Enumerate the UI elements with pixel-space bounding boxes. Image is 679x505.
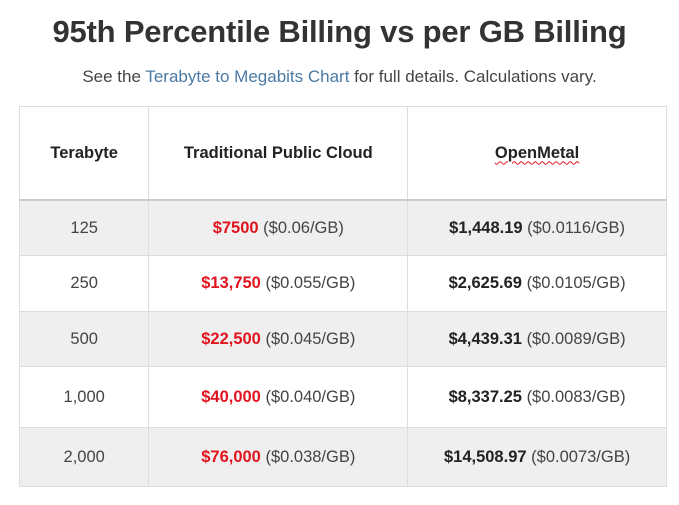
terabyte-cell: 500 — [18, 311, 150, 367]
cloud-price: $76,000 — [201, 447, 261, 466]
table-row: 2,000 $76,000 ($0.038/GB) $14,508.97 ($0… — [18, 427, 667, 487]
header-terabyte: Terabyte — [18, 106, 150, 201]
billing-comparison-table: Terabyte Traditional Public Cloud OpenMe… — [18, 106, 667, 487]
openmetal-rate: ($0.0089/GB) — [526, 329, 626, 348]
openmetal-rate: ($0.0073/GB) — [531, 447, 631, 466]
subtitle: See the Terabyte to Megabits Chart for f… — [0, 67, 679, 87]
cloud-cost-cell: $22,500 ($0.045/GB) — [148, 311, 409, 367]
cloud-rate: ($0.055/GB) — [265, 274, 356, 292]
chart-link[interactable]: Terabyte to Megabits Chart — [145, 67, 350, 86]
cloud-price: $7500 — [212, 218, 259, 237]
table-row: 1,000 $40,000 ($0.040/GB) $8,337.25 ($0.… — [18, 366, 667, 428]
cloud-cost-cell: $76,000 ($0.038/GB) — [148, 427, 409, 487]
cloud-price: $22,500 — [201, 329, 261, 348]
openmetal-cost-cell: $14,508.97 ($0.0073/GB) — [407, 427, 667, 487]
openmetal-cost-cell: $8,337.25 ($0.0083/GB) — [407, 366, 667, 428]
cloud-cost-cell: $40,000 ($0.040/GB) — [148, 366, 409, 428]
cloud-rate: ($0.040/GB) — [265, 387, 356, 406]
openmetal-price: $1,448.19 — [449, 218, 523, 237]
terabyte-cell: 1,000 — [18, 366, 150, 428]
subtitle-suffix: for full details. Calculations vary. — [349, 67, 597, 86]
page-title: 95th Percentile Billing vs per GB Billin… — [52, 14, 627, 49]
cloud-rate: ($0.06/GB) — [263, 218, 344, 237]
subtitle-prefix: See the — [82, 67, 146, 86]
openmetal-price: $4,439.31 — [448, 329, 522, 348]
openmetal-price: $14,508.97 — [443, 447, 527, 466]
cloud-rate: ($0.038/GB) — [265, 447, 356, 466]
terabyte-cell: 250 — [18, 255, 150, 312]
openmetal-price: $2,625.69 — [448, 274, 522, 292]
openmetal-rate: ($0.0083/GB) — [526, 387, 626, 406]
openmetal-cost-cell: $2,625.69 ($0.0105/GB) — [407, 255, 667, 312]
terabyte-cell: 125 — [18, 199, 150, 256]
table-header-row: Terabyte Traditional Public Cloud OpenMe… — [18, 106, 667, 201]
cloud-price: $40,000 — [201, 387, 261, 406]
table-row: 125 $7500 ($0.06/GB) $1,448.19 ($0.0116/… — [18, 199, 667, 256]
terabyte-cell: 2,000 — [18, 427, 150, 487]
table-row: 250 $13,750 ($0.055/GB) $2,625.69 ($0.01… — [18, 255, 667, 312]
table-row: 500 $22,500 ($0.045/GB) $4,439.31 ($0.00… — [18, 311, 667, 367]
openmetal-price: $8,337.25 — [448, 387, 522, 406]
cloud-cost-cell: $13,750 ($0.055/GB) — [148, 255, 409, 312]
header-openmetal-label: OpenMetal — [494, 143, 580, 162]
cloud-rate: ($0.045/GB) — [265, 329, 356, 348]
cloud-price: $13,750 — [201, 274, 261, 292]
header-traditional-cloud: Traditional Public Cloud — [148, 106, 409, 201]
header-openmetal: OpenMetal — [407, 106, 667, 201]
openmetal-rate: ($0.0116/GB) — [527, 218, 626, 237]
cloud-cost-cell: $7500 ($0.06/GB) — [148, 199, 409, 256]
openmetal-cost-cell: $4,439.31 ($0.0089/GB) — [407, 311, 667, 367]
openmetal-cost-cell: $1,448.19 ($0.0116/GB) — [407, 199, 667, 256]
openmetal-rate: ($0.0105/GB) — [526, 274, 626, 292]
